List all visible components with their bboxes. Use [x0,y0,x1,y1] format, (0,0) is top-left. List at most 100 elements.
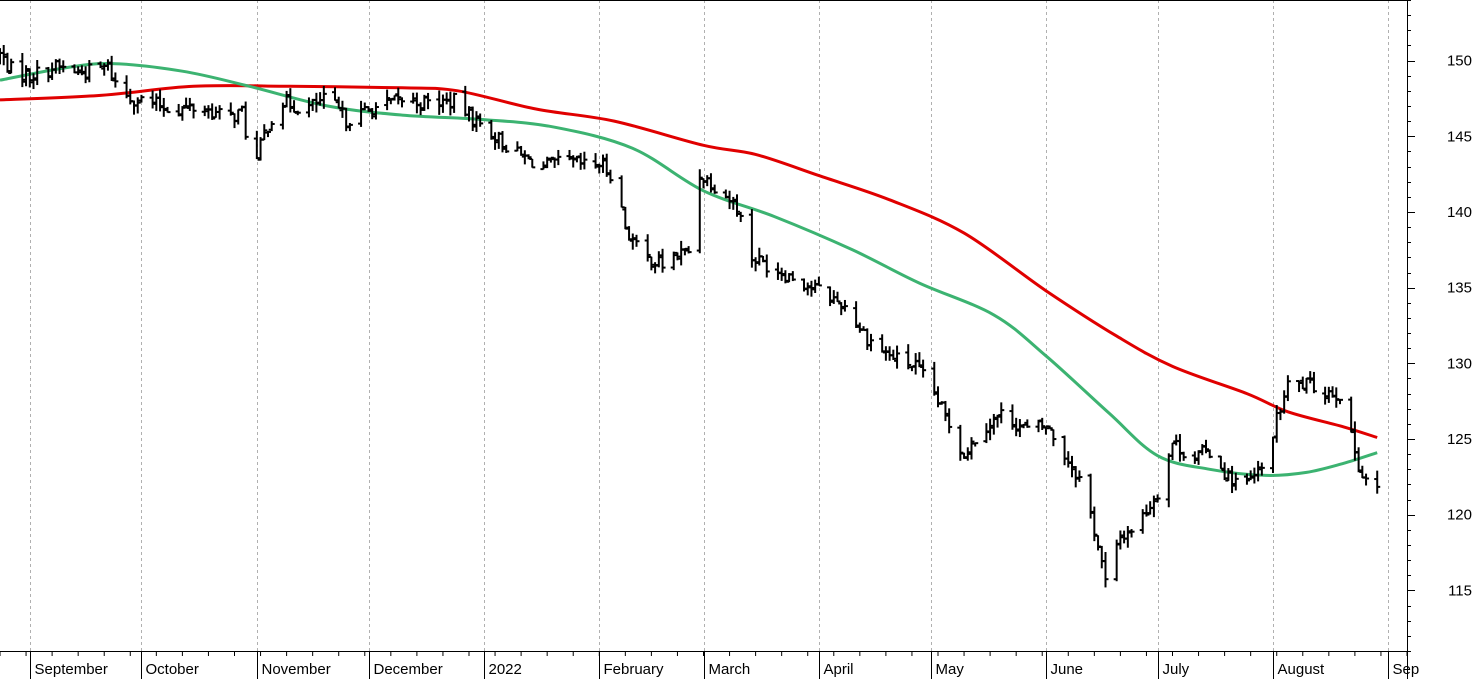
price-bar [544,156,551,169]
price-bar [1247,470,1254,481]
price-bar [1035,419,1042,433]
price-bar [1013,417,1020,437]
price-bar [473,111,480,132]
price-bar [149,90,156,109]
price-bar [1065,451,1072,468]
price-bar [1039,417,1046,431]
price-bar [335,96,342,110]
price-bar [1307,371,1314,384]
price-bar [134,97,141,114]
price-bar [320,85,327,109]
price-bar [566,149,573,161]
price-bar [131,100,137,115]
price-bar [1095,534,1102,551]
price-bar [1150,495,1157,518]
price-bar [451,92,458,113]
price-bar [1091,506,1098,542]
y-tick-label: 150 [1447,53,1472,70]
price-bar [291,100,298,114]
price-bar [138,94,145,103]
price-bar [1069,455,1075,478]
price-bar [894,345,901,369]
y-tick-label: 145 [1447,128,1472,145]
price-bar [1325,386,1332,403]
price-bar [774,262,781,280]
x-tick-label: June [1051,661,1084,678]
y-tick-label: 135 [1447,280,1472,297]
price-bar [97,61,104,69]
price-bar [737,211,744,223]
price-bar [30,73,37,90]
price-bar [525,154,532,160]
price-bar [492,132,499,150]
price-bar [0,44,7,66]
price-bar [23,65,30,87]
price-bar [1258,462,1265,476]
price-bar [529,158,536,169]
price-bar [78,65,85,76]
price-bar [659,248,666,273]
price-bar [748,209,755,268]
x-tick-label: Sep [1393,661,1420,678]
price-bar [629,233,636,250]
price-bar [160,97,167,117]
price-bar [332,87,338,102]
price-bar [518,145,525,156]
price-bar [882,346,889,361]
price-bar [618,175,625,209]
price-bar [209,103,216,120]
price-bar [439,94,446,113]
price-bar [369,108,376,120]
price-bar [1203,439,1209,454]
price-bar [957,424,964,461]
x-tick-label: September [35,661,108,678]
x-tick-label: December [374,661,443,678]
price-bar [1355,447,1362,473]
price-bar [1255,460,1262,482]
price-bar [1348,396,1355,434]
price-bar [1232,472,1239,491]
price-bar [1024,419,1031,428]
price-bar [395,87,402,105]
price-bar [972,442,979,447]
price-bar [358,100,365,127]
price-bar [201,105,208,117]
price-bar [1128,529,1135,538]
price-bar [644,234,651,262]
price-bar [1273,405,1280,443]
price-bar [34,60,41,86]
price-bar [730,196,737,210]
price-bar [235,108,242,125]
x-axis: September October November December 2022 Febr… [0,651,1419,679]
price-bar [540,161,547,171]
series-line-short-ma [0,62,1378,477]
y-tick-label: 130 [1447,355,1472,372]
price-bar [916,352,923,368]
price-bar [864,328,871,350]
price-bar [1270,436,1276,473]
moving-average-short-layer [0,62,1378,477]
x-tick-label: February [604,661,665,678]
price-bar [1009,404,1016,430]
price-bar [808,280,815,297]
price-bar [436,90,443,115]
price-bar [547,156,554,163]
price-bar [1176,434,1183,462]
moving-average-long-layer [0,84,1378,439]
price-bar [1284,375,1291,402]
price-bar [514,141,521,152]
price-bar [1117,530,1124,550]
price-bar [216,105,223,120]
price-bar [592,153,599,169]
price-bar [1154,494,1161,503]
price-bar [886,346,893,361]
price-bar [622,206,629,230]
price-bar [346,122,353,132]
price-bar [164,106,171,114]
price-bar [1322,386,1329,405]
price-bar [4,52,11,73]
price-bar [153,93,160,111]
x-tick-label: August [1278,661,1326,678]
price-bar [838,302,845,316]
price-bar [998,402,1005,424]
